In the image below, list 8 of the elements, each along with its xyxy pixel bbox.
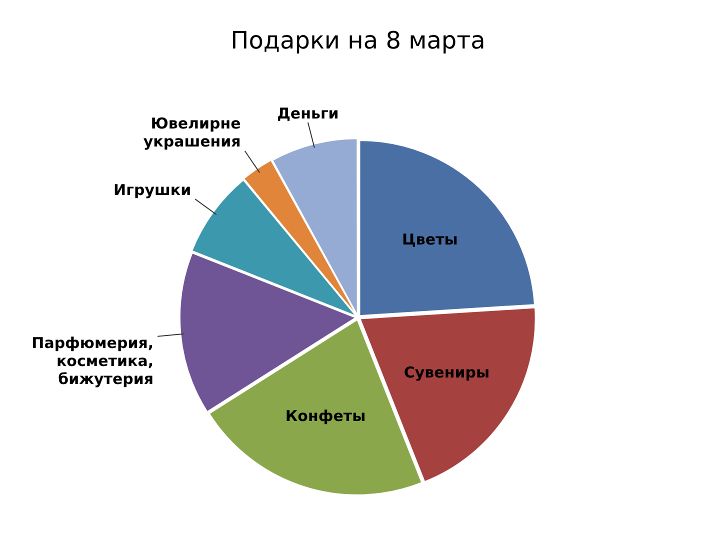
slice-label: Цветы xyxy=(402,230,458,249)
chart-title: Подарки на 8 марта xyxy=(230,26,486,55)
slice-label: Парфюмерия, косметика, бижутерия xyxy=(32,334,154,388)
slice-label: Конфеты xyxy=(285,407,366,426)
slice-label: Ювелирне украшения xyxy=(143,114,241,151)
slice-label: Игрушки xyxy=(114,180,192,199)
slice-label: Деньги xyxy=(277,104,339,122)
slice-label: Сувениры xyxy=(404,364,490,382)
